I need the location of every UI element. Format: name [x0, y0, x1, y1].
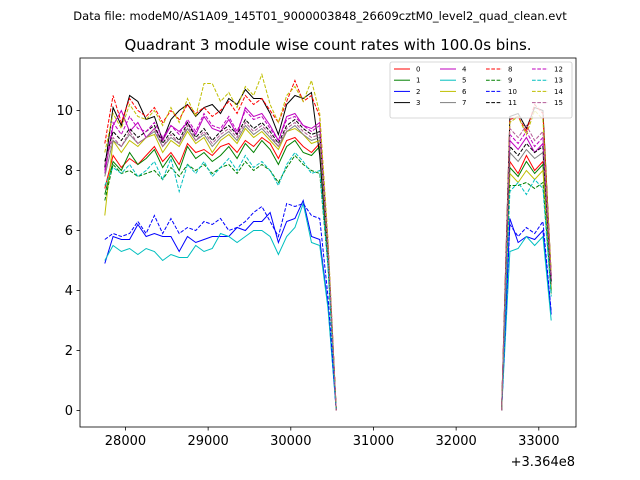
series-3-line-segment-1: [104, 88, 337, 411]
series-15-line-segment-1: [104, 121, 337, 411]
y-tick-label-8: 8: [65, 164, 73, 179]
y-tick-label-4: 4: [65, 284, 73, 299]
legend-label-11: 11: [508, 99, 517, 107]
series-14-line-segment-2: [501, 109, 552, 411]
x-tick-label-29000: 29000: [187, 434, 228, 449]
x-tick-label-28000: 28000: [105, 434, 146, 449]
legend-label-8: 8: [508, 66, 512, 74]
x-tick-label-33000: 33000: [518, 434, 559, 449]
plot-frame: [79, 57, 577, 428]
series-13-line-segment-1: [104, 151, 337, 411]
y-tick-label-2: 2: [65, 344, 73, 359]
y-tick-label-6: 6: [65, 224, 73, 239]
series-lines: [104, 72, 552, 411]
y-tick-label-0: 0: [65, 404, 73, 419]
x-tick-label-31000: 31000: [353, 434, 394, 449]
series-13-line-segment-2: [501, 178, 552, 411]
legend-label-14: 14: [554, 88, 563, 96]
x-tick-label-30000: 30000: [270, 434, 311, 449]
legend-label-12: 12: [554, 66, 563, 74]
chart-suptitle: Data file: modeM0/AS1A09_145T01_90000038…: [73, 9, 567, 23]
legend-box: [389, 61, 573, 119]
series-10-line-segment-2: [501, 220, 552, 411]
legend-label-5: 5: [462, 77, 466, 85]
series-5-line-segment-1: [104, 201, 337, 411]
legend-label-13: 13: [554, 77, 563, 85]
legend-label-0: 0: [416, 66, 420, 74]
series-4-line-segment-1: [104, 106, 337, 411]
legend-label-9: 9: [508, 77, 512, 85]
legend-label-2: 2: [416, 88, 420, 96]
chart-title: Quadrant 3 module wise count rates with …: [124, 36, 531, 54]
series-6-line-segment-1: [104, 127, 337, 411]
legend-label-15: 15: [554, 99, 563, 107]
series-0-line-segment-1: [104, 136, 337, 411]
plot-area: 28000 29000 30000 31000 32000 330000246810012…: [56, 57, 577, 449]
legend-label-6: 6: [462, 88, 467, 96]
series-10-line-segment-1: [104, 202, 337, 411]
series-9-line-segment-1: [104, 154, 337, 411]
series-15-line-segment-2: [501, 124, 552, 411]
series-7-line-segment-1: [104, 124, 337, 411]
legend-label-3: 3: [416, 99, 420, 107]
legend-label-4: 4: [462, 66, 467, 74]
series-1-line-segment-1: [104, 139, 337, 411]
x-tick-label-32000: 32000: [435, 434, 476, 449]
series-9-line-segment-2: [501, 181, 552, 411]
y-tick-label-10: 10: [56, 104, 73, 119]
series-4-line-segment-2: [501, 136, 552, 411]
series-5-line-segment-2: [501, 235, 552, 411]
series-11-line-segment-1: [104, 118, 337, 411]
legend-label-7: 7: [462, 99, 466, 107]
series-6-line-segment-2: [501, 169, 552, 411]
series-11-line-segment-2: [501, 142, 552, 411]
series-8-line-segment-1: [104, 79, 337, 411]
series-14-line-segment-1: [104, 72, 337, 411]
legend-label-1: 1: [416, 77, 420, 85]
legend-label-10: 10: [508, 88, 517, 96]
series-2-line-segment-1: [104, 198, 337, 411]
series-12-line-segment-1: [104, 109, 337, 411]
x-offset-label: +3.364e8: [511, 455, 575, 470]
